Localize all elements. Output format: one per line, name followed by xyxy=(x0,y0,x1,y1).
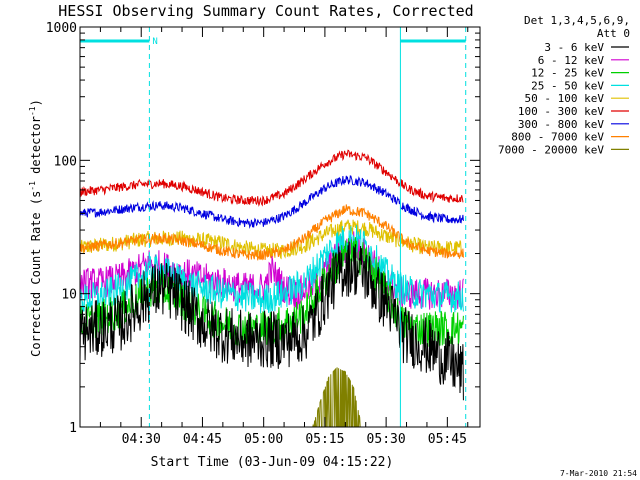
series-line-6 xyxy=(79,175,464,229)
x-tick-label-0: 04:30 xyxy=(122,432,161,447)
x-tick-label-2: 05:00 xyxy=(244,432,283,447)
legend-label-2: 12 - 25 keV xyxy=(531,67,604,80)
chart-title: HESSI Observing Summary Count Rates, Cor… xyxy=(58,2,473,20)
x-tick-label-1: 04:45 xyxy=(183,432,222,447)
legend-label-5: 100 - 300 keV xyxy=(518,105,604,118)
y-tick-label-0: 1000 xyxy=(46,21,77,36)
y-tick-label-1: 100 xyxy=(54,154,77,169)
x-tick-label-5: 05:45 xyxy=(428,432,467,447)
legend-label-7: 800 - 7000 keV xyxy=(511,131,604,144)
night-marker-label: N xyxy=(152,37,157,47)
series-line-8 xyxy=(312,367,362,428)
series-line-0 xyxy=(79,241,464,401)
legend-label-4: 50 - 100 keV xyxy=(525,92,605,105)
legend-label-8: 7000 - 20000 keV xyxy=(498,143,604,156)
y-tick-label-3: 1 xyxy=(69,421,77,436)
x-tick-label-3: 05:15 xyxy=(305,432,344,447)
axes-frame xyxy=(79,26,481,428)
legend-label-0: 3 - 6 keV xyxy=(544,41,604,54)
y-axis-label: Corrected Count Rate (s-1 detector-1) xyxy=(28,99,43,357)
series-line-1 xyxy=(79,231,464,311)
legend-header-line1: Det 1,3,4,5,6,9, xyxy=(524,14,630,27)
legend-label-1: 6 - 12 keV xyxy=(538,54,605,67)
legend-label-3: 25 - 50 keV xyxy=(531,79,604,92)
plot-area: N 1000 100 10 1 04:30 04:45 05:00 05:15 05:30 05:4… xyxy=(46,21,481,447)
x-axis-label: Start Time (03-Jun-09 04:15:22) xyxy=(151,455,394,470)
footer-timestamp: 7-Mar-2010 21:54 xyxy=(560,469,637,478)
legend-header-line2: Att 0 xyxy=(597,27,630,40)
series-line-5 xyxy=(79,149,464,207)
y-tick-label-2: 10 xyxy=(61,288,77,303)
x-tick-label-4: 05:30 xyxy=(367,432,406,447)
series-line-7 xyxy=(79,204,464,261)
legend-label-6: 300 - 800 keV xyxy=(518,118,604,131)
